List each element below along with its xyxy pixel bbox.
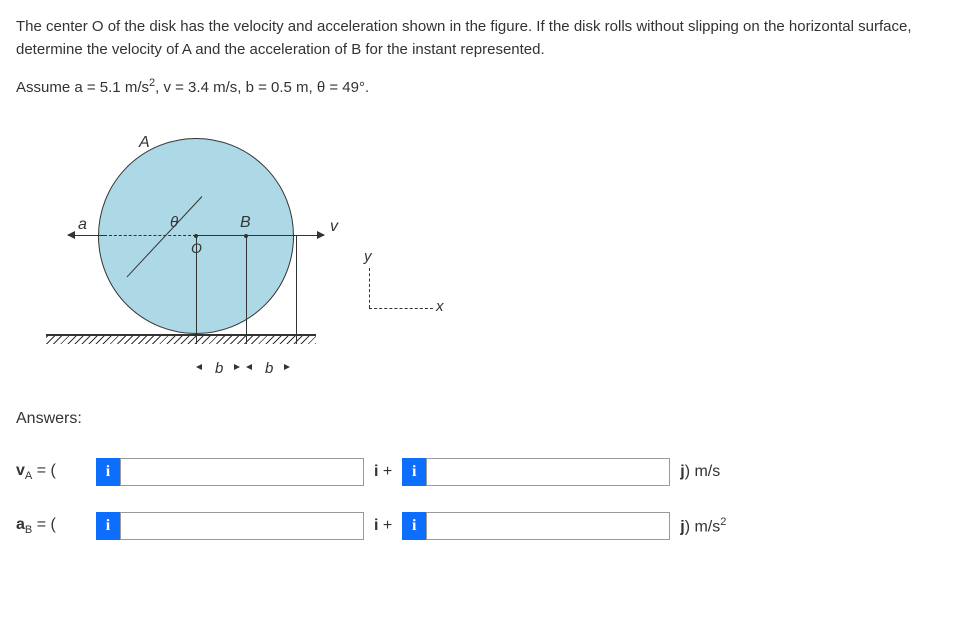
x-axis-line xyxy=(369,308,433,309)
va-j-input-wrap: i xyxy=(402,458,670,486)
label-y: y xyxy=(364,248,372,265)
ab-j-input[interactable] xyxy=(426,512,670,540)
ab-unit-exp: 2 xyxy=(720,516,726,528)
v-part: , v = 3.4 m/s, b = 0.5 m, θ = 49°. xyxy=(155,79,369,96)
info-icon[interactable]: i xyxy=(402,512,426,540)
assume-prefix: Assume a = xyxy=(16,79,100,96)
label-v: v xyxy=(330,218,338,236)
ab-prefix: aB = ( xyxy=(16,516,96,536)
va-paren: ( xyxy=(50,462,55,479)
va-i-input-wrap: i xyxy=(96,458,364,486)
label-b-dim-2: b xyxy=(265,360,273,377)
label-theta: θ xyxy=(170,214,178,231)
ab-i-input-wrap: i xyxy=(96,512,364,540)
assume-statement: Assume a = 5.1 m/s2, v = 3.4 m/s, b = 0.… xyxy=(16,77,952,96)
label-x: x xyxy=(436,298,444,315)
va-eq: = xyxy=(32,462,50,479)
va-j-input[interactable] xyxy=(426,458,670,486)
info-icon[interactable]: i xyxy=(402,458,426,486)
va-iplus: i + xyxy=(374,463,392,481)
ab-j-input-wrap: i xyxy=(402,512,670,540)
va-i-input[interactable] xyxy=(120,458,364,486)
ab-a: a xyxy=(16,516,25,533)
va-answer-row: vA = ( i i + i j) m/s xyxy=(16,458,952,486)
dashed-horizontal xyxy=(104,235,196,236)
label-a-point: A xyxy=(139,134,150,152)
answers-heading: Answers: xyxy=(16,410,952,428)
accel-arrow xyxy=(68,235,104,236)
va-v: v xyxy=(16,462,25,479)
ab-answer-row: aB = ( i i + i j) m/s2 xyxy=(16,512,952,540)
vert-line-center xyxy=(196,236,197,344)
a-unit: m/s xyxy=(121,79,149,96)
info-icon[interactable]: i xyxy=(96,458,120,486)
a-value: 5.1 xyxy=(100,79,121,96)
label-a-accel: a xyxy=(78,216,87,234)
label-b-point: B xyxy=(240,214,251,232)
va-unit: j) m/s xyxy=(680,463,720,481)
ground-hatch xyxy=(46,336,316,344)
figure: A θ O B v a b b y x xyxy=(16,120,466,400)
ab-unit: j) m/s2 xyxy=(680,516,726,536)
ab-paren: ( xyxy=(50,516,55,533)
va-prefix: vA = ( xyxy=(16,462,96,482)
label-b-dim-1: b xyxy=(215,360,223,377)
problem-statement: The center O of the disk has the velocit… xyxy=(16,16,952,61)
vert-line-b2 xyxy=(296,236,297,344)
ab-i-input[interactable] xyxy=(120,512,364,540)
problem-text: The center O of the disk has the velocit… xyxy=(16,18,912,58)
velocity-arrow xyxy=(196,235,324,236)
ab-eq: = xyxy=(32,516,50,533)
ab-iplus: i + xyxy=(374,517,392,535)
y-axis-line xyxy=(369,268,370,308)
vert-line-b1 xyxy=(246,236,247,344)
info-icon[interactable]: i xyxy=(96,512,120,540)
